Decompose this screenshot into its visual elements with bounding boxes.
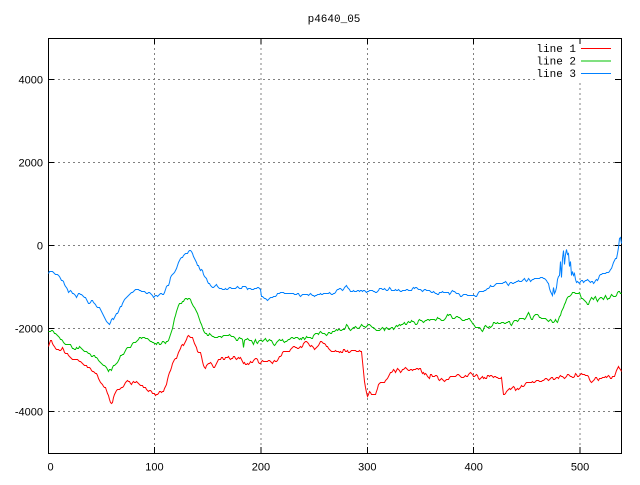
svg-text:-4000: -4000: [15, 406, 43, 418]
svg-text:500: 500: [571, 462, 589, 474]
svg-text:p4640_05: p4640_05: [308, 14, 361, 26]
svg-text:-2000: -2000: [15, 323, 43, 335]
svg-text:0: 0: [47, 462, 53, 474]
svg-text:100: 100: [145, 462, 163, 474]
svg-text:4000: 4000: [19, 74, 43, 86]
svg-text:2000: 2000: [19, 157, 43, 169]
svg-text:300: 300: [358, 462, 376, 474]
svg-text:line 1: line 1: [536, 44, 576, 56]
svg-text:line 2: line 2: [536, 57, 576, 69]
svg-text:line 3: line 3: [536, 69, 576, 81]
svg-text:0: 0: [37, 240, 43, 252]
svg-text:400: 400: [465, 462, 483, 474]
svg-text:200: 200: [252, 462, 270, 474]
